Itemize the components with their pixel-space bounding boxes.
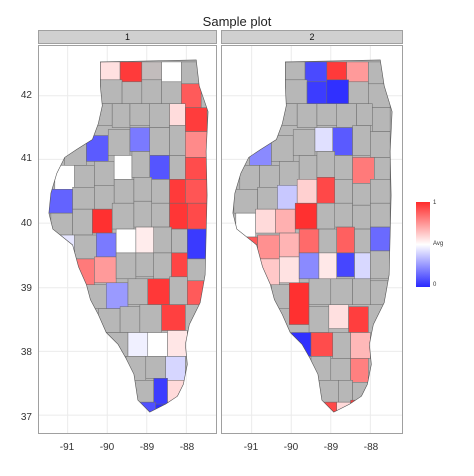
x-tick-label: -88 (363, 442, 379, 453)
y-tick-label: 37 (20, 412, 32, 423)
legend-min-label: 0 (433, 282, 437, 288)
map-panel (38, 45, 217, 434)
facet-strip-label: 2 (221, 30, 403, 44)
county-map (39, 46, 216, 433)
x-tick-label: -88 (179, 442, 195, 453)
county-cells (48, 61, 208, 413)
x-tick-label: -90 (283, 442, 299, 453)
facet-panel-1: 1 (38, 30, 217, 434)
x-tick-label: -89 (139, 442, 155, 453)
county-map (222, 46, 402, 433)
y-tick-label: 39 (20, 283, 32, 294)
x-tick-label: -89 (323, 442, 339, 453)
color-legend: 1 Avg 0 (416, 200, 472, 292)
state-outline (48, 59, 209, 413)
x-tick-label: -90 (99, 442, 115, 453)
facet-panel-2: 2 (221, 30, 403, 434)
y-tick-label: 40 (20, 218, 32, 229)
facet-strip-label: 1 (38, 30, 217, 44)
legend-color-bar (416, 202, 430, 287)
legend-title: Avg (433, 241, 444, 247)
y-tick-label: 38 (20, 347, 32, 358)
x-tick-label: -91 (243, 442, 259, 453)
map-panel (221, 45, 403, 434)
county-cells (233, 61, 391, 413)
legend-max-label: 1 (433, 200, 437, 206)
state-outline (232, 59, 393, 413)
x-tick-label: -91 (59, 442, 75, 453)
plot-title: Sample plot (202, 14, 272, 29)
y-tick-label: 42 (20, 90, 32, 101)
y-tick-label: 41 (20, 153, 32, 164)
